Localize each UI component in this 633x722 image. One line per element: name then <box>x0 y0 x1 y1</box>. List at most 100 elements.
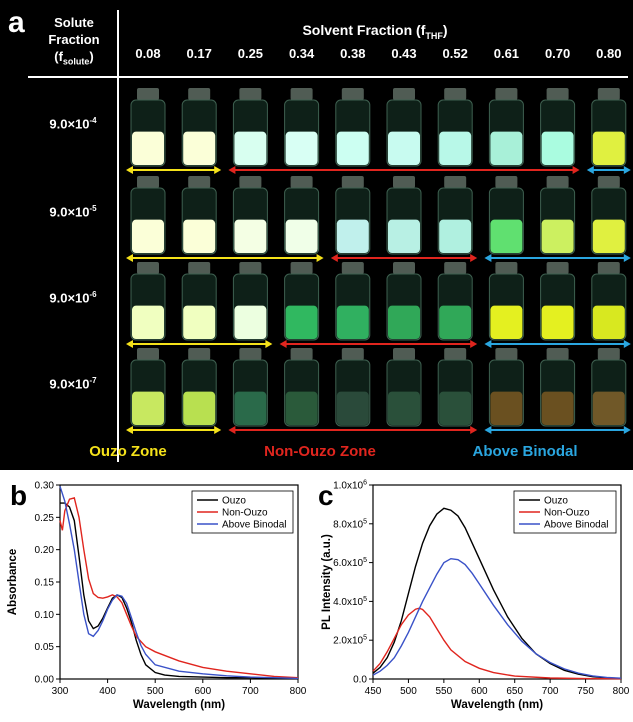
vial <box>284 262 320 341</box>
vial <box>591 88 627 167</box>
y-tick-label: 6.0x105 <box>333 557 367 569</box>
vial <box>232 348 268 427</box>
vial-cap <box>393 176 415 188</box>
vial <box>437 262 473 341</box>
vial-cap <box>188 262 211 274</box>
vial-cap <box>597 88 620 100</box>
y-tick-label: 0.30 <box>35 481 55 492</box>
vial-cap <box>137 262 159 274</box>
x-tick-label: 600 <box>194 686 211 697</box>
zone-arrow <box>484 426 631 434</box>
vial-cap <box>444 88 467 100</box>
x-tick-label: 800 <box>290 686 307 697</box>
vial <box>591 176 627 255</box>
vial-solution <box>490 131 523 165</box>
vial <box>591 348 627 427</box>
vial-solution <box>439 391 472 425</box>
vial-solution <box>439 219 472 253</box>
zone-arrow <box>484 254 631 262</box>
vial <box>540 348 576 427</box>
vial-solution <box>388 219 420 253</box>
zone-label: Non-Ouzo Zone <box>264 443 376 460</box>
vial-cap <box>290 176 313 188</box>
plot-frame <box>372 484 622 680</box>
vial-solution <box>388 305 420 339</box>
solvent-fraction-label: 0.08 <box>135 46 161 61</box>
x-tick-label: 300 <box>52 686 69 697</box>
pl-intensity-chart: 450 500 550 600 650 700 750 800 0.0 2.0x105 4.0x10… <box>321 480 630 712</box>
y-tick-label: 0.0 <box>353 675 367 686</box>
solvent-fraction-label: 0.34 <box>288 46 315 61</box>
solute-fraction-label: 9.0×10-4 <box>49 116 97 132</box>
vial <box>130 176 166 255</box>
panel-b-label: b <box>10 480 28 511</box>
vial-cap <box>137 176 159 188</box>
x-tick-label: 400 <box>99 686 116 697</box>
vial-cap <box>444 176 467 188</box>
legend-label: Above Binodal <box>222 520 287 531</box>
vial-cap <box>341 88 364 100</box>
vial-solution <box>336 219 369 253</box>
series-line <box>59 497 299 679</box>
zone-arrow <box>126 426 222 434</box>
zone-arrow <box>484 340 631 348</box>
vial <box>284 88 320 167</box>
solvent-fraction-label: 0.80 <box>596 46 622 61</box>
vial-solution <box>541 219 574 253</box>
vial <box>386 348 422 427</box>
y-axis-label: Absorbance <box>7 549 19 615</box>
solute-header-line2: Fraction <box>48 32 100 47</box>
vial-cap <box>188 348 211 360</box>
series-line <box>372 507 622 680</box>
vial-solution <box>592 305 625 339</box>
y-axis-label: PL Intensity (a.u.) <box>321 534 333 630</box>
legend-label: Above Binodal <box>544 520 609 531</box>
vial-solution <box>234 305 267 339</box>
solute-sub: solute <box>62 56 90 67</box>
vial-solution <box>439 305 472 339</box>
vial-cap <box>239 262 262 274</box>
vial <box>335 262 371 341</box>
vial <box>437 88 473 167</box>
x-tick-label: 650 <box>506 686 523 697</box>
vial-solution <box>336 131 369 165</box>
series-line <box>372 557 622 679</box>
vial-solution <box>592 391 625 425</box>
vial-solution <box>285 391 318 425</box>
vial-solution <box>183 219 216 253</box>
y-tick-label: 1.0x106 <box>333 480 367 492</box>
vial <box>232 262 268 341</box>
vial <box>437 176 473 255</box>
vial-cap <box>393 348 415 360</box>
vial-solution <box>183 131 216 165</box>
vial <box>181 176 217 255</box>
vial-cap <box>290 88 313 100</box>
vial-solution <box>234 391 267 425</box>
legend-label: Ouzo <box>544 496 568 507</box>
vial-cap <box>290 348 313 360</box>
solute-header-line3: (fsolute) <box>32 48 116 71</box>
zone-label: Above Binodal <box>472 443 578 460</box>
vial-solution <box>490 219 523 253</box>
vial-cap <box>444 348 467 360</box>
vial-solution <box>285 219 318 253</box>
y-tick-label: 0.00 <box>35 675 55 686</box>
zone-arrow <box>126 166 222 174</box>
solvent-header-text: Solvent Fraction (f <box>302 22 426 38</box>
vial <box>130 348 166 427</box>
zone-arrow <box>228 166 580 174</box>
vial <box>335 348 371 427</box>
vial-cap <box>546 348 569 360</box>
vial-solution <box>132 219 164 253</box>
x-tick-label: 500 <box>147 686 164 697</box>
vial <box>232 88 268 167</box>
x-tick-label: 700 <box>542 686 559 697</box>
vial-cap <box>239 88 262 100</box>
vial-solution <box>285 131 318 165</box>
solvent-sub: THF <box>425 30 443 41</box>
vial-cap <box>188 176 211 188</box>
vial <box>488 88 524 167</box>
vial-solution <box>285 305 318 339</box>
legend-label: Non-Ouzo <box>222 508 268 519</box>
vial-cap <box>341 176 364 188</box>
